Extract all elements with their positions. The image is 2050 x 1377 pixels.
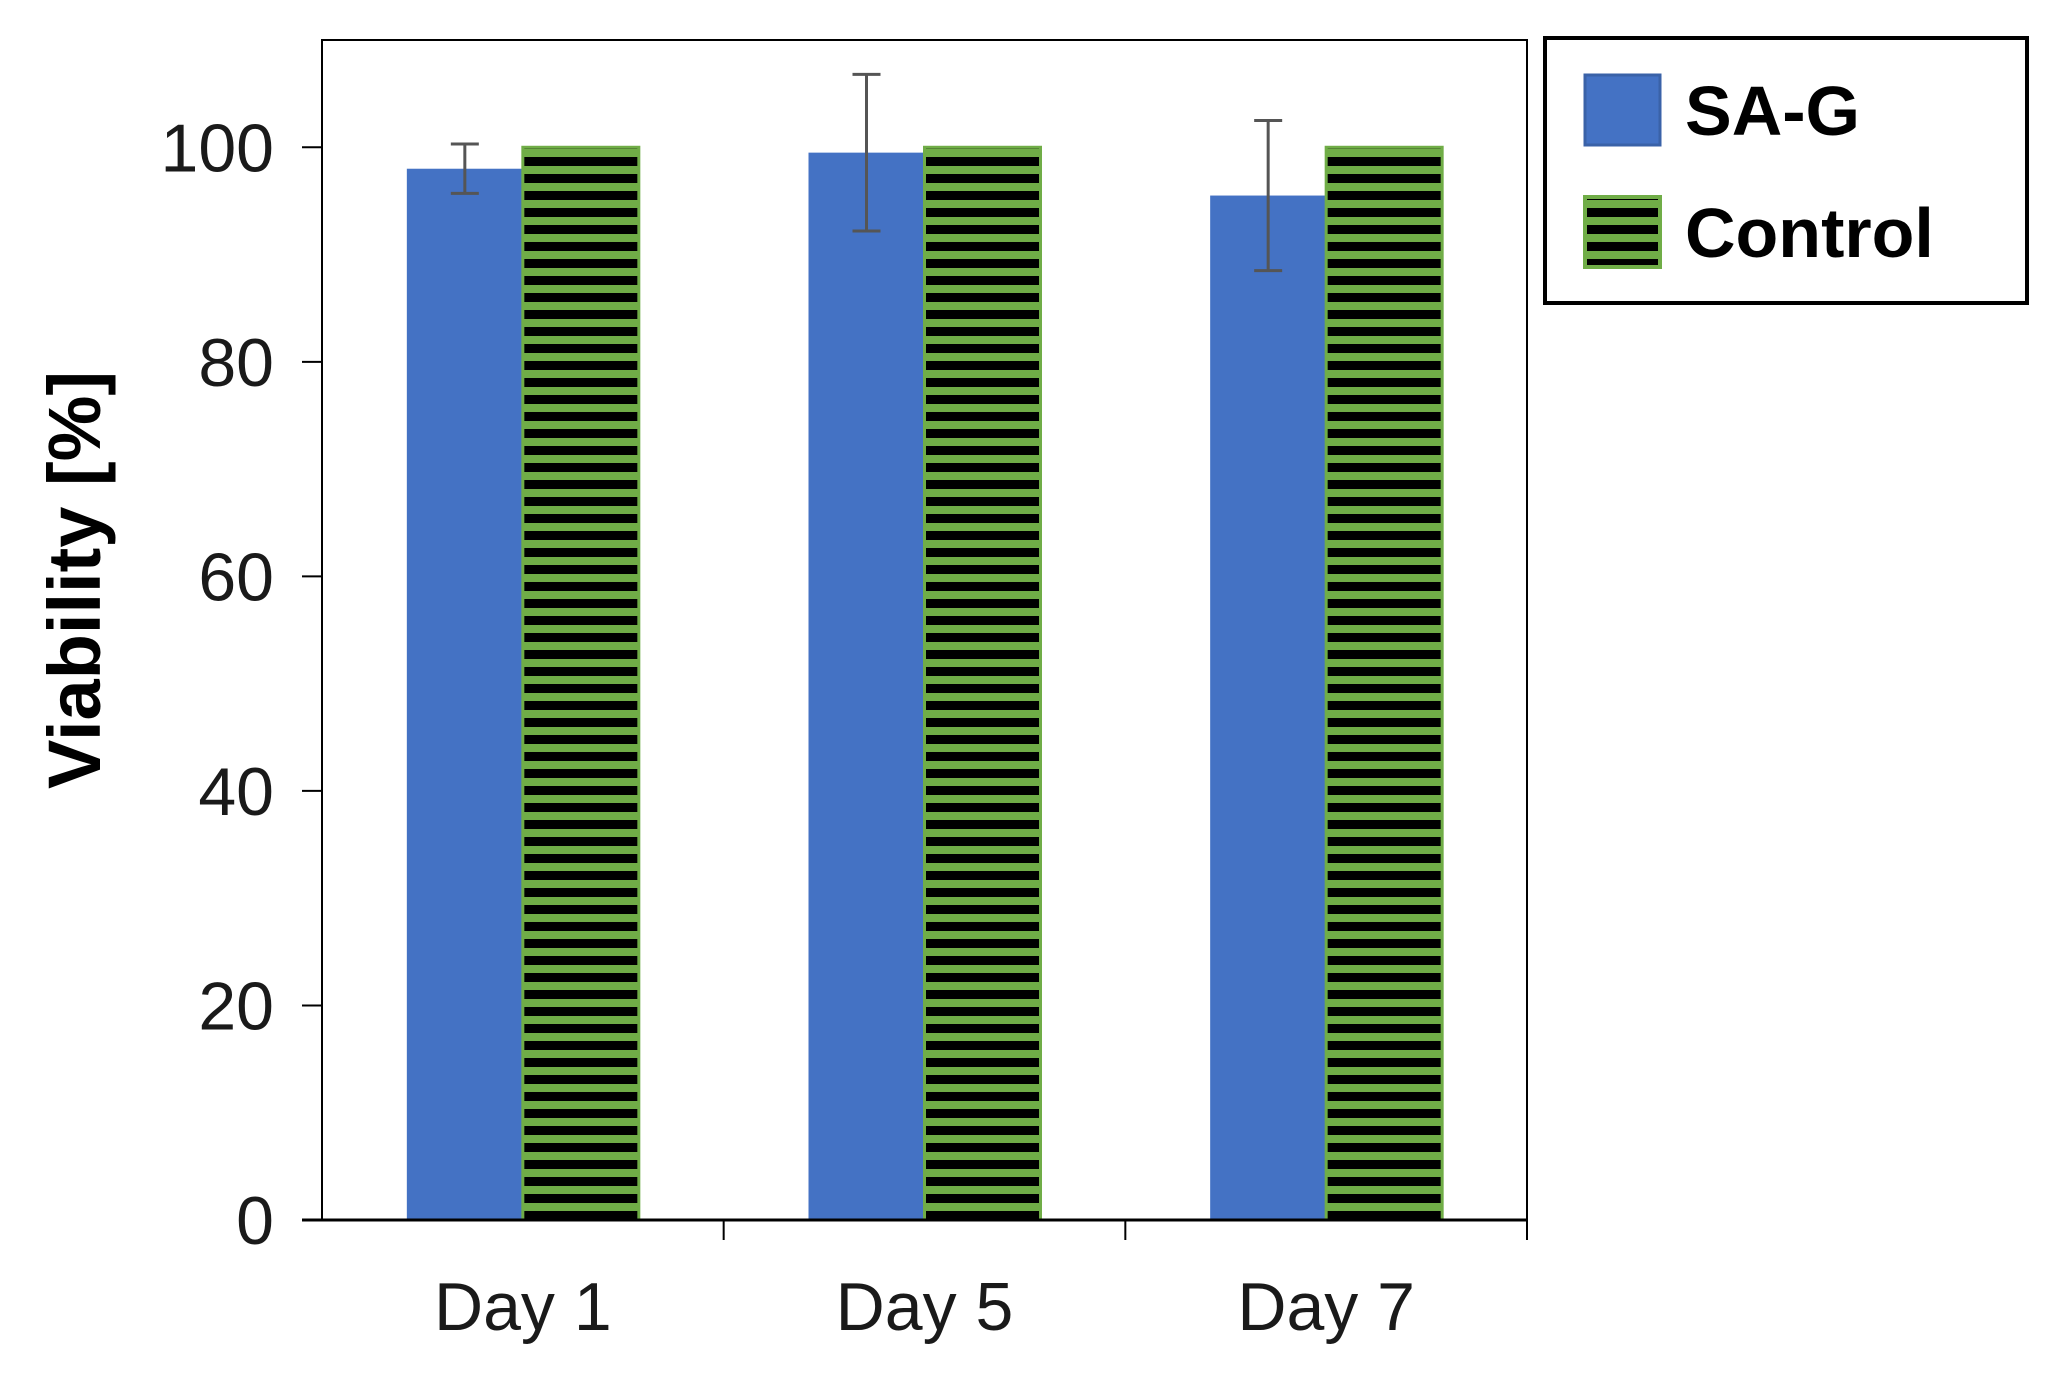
- y-tick-label: 60: [198, 539, 274, 615]
- y-tick-label: 0: [236, 1183, 274, 1259]
- bar-control: [923, 145, 1042, 1222]
- x-tick-label: Day 5: [836, 1269, 1014, 1345]
- bar-sag: [1210, 195, 1327, 1221]
- y-tick-label: 80: [198, 325, 274, 401]
- bar-sag: [808, 152, 925, 1221]
- x-tick-label: Day 7: [1237, 1269, 1415, 1345]
- x-tick-label: Day 1: [434, 1269, 612, 1345]
- legend-label-control: Control: [1685, 194, 1934, 272]
- y-tick-label: 40: [198, 754, 274, 830]
- y-axis-title: Viability [%]: [33, 371, 116, 789]
- legend-swatch-sag: [1583, 73, 1662, 147]
- x-axis: Day 1 Day 5 Day 7: [302, 1218, 1528, 1345]
- y-tick-label: 100: [161, 110, 274, 186]
- bar-control: [521, 145, 641, 1222]
- y-axis: 0 20 40 60 80 100: [161, 110, 322, 1259]
- bars: [406, 72, 1444, 1222]
- y-tick-label: 20: [198, 968, 274, 1044]
- bar-sag: [406, 168, 523, 1220]
- legend-swatch-control: [1583, 195, 1662, 269]
- legend: SA-G Control: [1543, 36, 2029, 305]
- legend-label-sag: SA-G: [1685, 72, 1860, 150]
- bar-control: [1324, 145, 1444, 1222]
